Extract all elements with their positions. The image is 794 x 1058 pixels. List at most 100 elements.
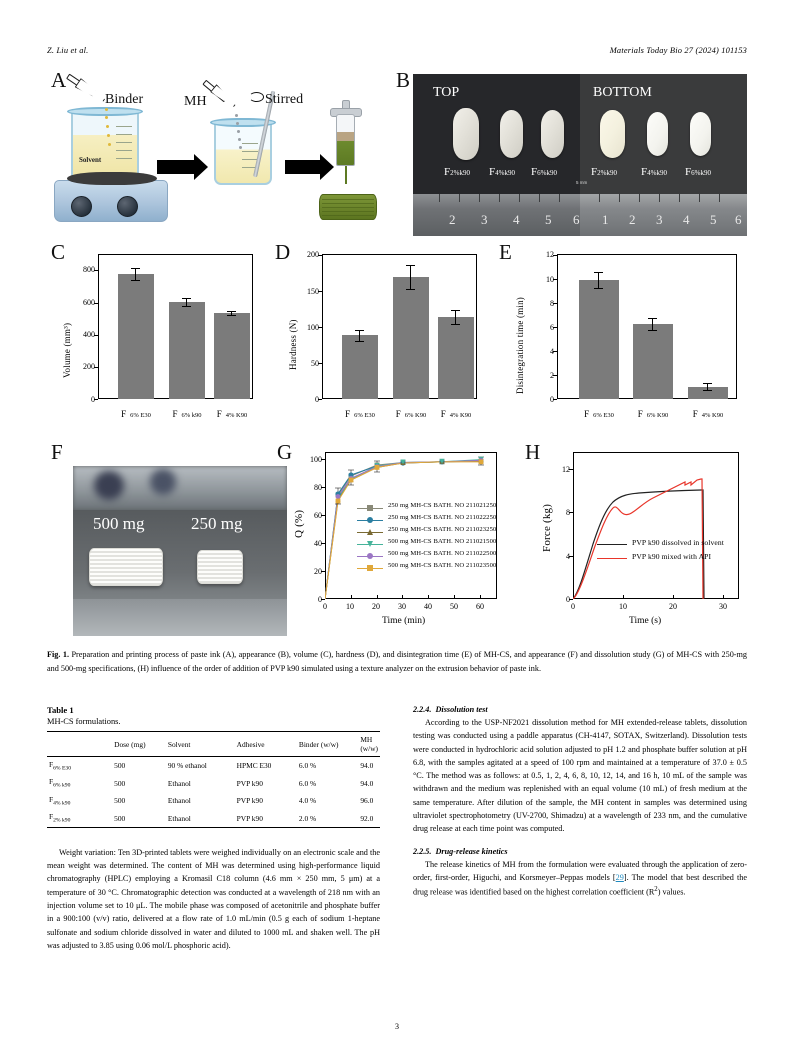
chart-c-catlabel-0: F 6% E30 bbox=[106, 404, 166, 422]
solvent-label: Solvent bbox=[79, 156, 102, 164]
section-number-224: 2.2.4. bbox=[413, 705, 432, 714]
kinetics-text-b: ]. The model that best described the dru… bbox=[413, 872, 747, 897]
table-cell-dose-1: 500 bbox=[114, 778, 126, 788]
beaker-rim-2 bbox=[210, 118, 276, 127]
paragraph-weight-variation: Weight variation: Ten 3D-printed tablets… bbox=[47, 847, 380, 950]
chart-e-cat-main-0: F bbox=[584, 409, 590, 419]
panel-letter-h: H bbox=[525, 440, 541, 464]
label-500mg: 500 mg bbox=[93, 514, 145, 533]
photo-blur-object-2 bbox=[150, 469, 176, 495]
formulation-main-0: F bbox=[49, 760, 54, 769]
chart-d-catlabel-1: F 6% K90 bbox=[381, 404, 441, 422]
chart-g-xtick-4: 40 bbox=[424, 602, 432, 611]
tablet-caption-sub-3: 6%k90 bbox=[537, 169, 557, 177]
hotplate-knob-right bbox=[117, 196, 138, 217]
chart-c-ytick-2: 400 bbox=[83, 330, 95, 339]
chart-e-catlabel-2: F 4% K90 bbox=[678, 404, 738, 422]
beaker-graduations bbox=[116, 126, 132, 166]
ruler-num-r-3: 3 bbox=[656, 212, 663, 227]
chart-e-ytick-2: 4 bbox=[550, 347, 554, 356]
citation-link-29[interactable]: 29 bbox=[615, 872, 624, 882]
chart-e-ytick-1: 2 bbox=[550, 371, 554, 380]
chart-g-xlabel: Time (min) bbox=[382, 616, 426, 626]
chart-c-bar-1 bbox=[169, 302, 205, 399]
chart-e-ytick-6: 12 bbox=[546, 250, 554, 259]
chart-c-ytick-3: 600 bbox=[83, 298, 95, 307]
tablet-caption-2: F4%k90 bbox=[489, 162, 515, 180]
ruler-num-l-2: 3 bbox=[481, 212, 488, 227]
table-cell-mh-3: 92.0 bbox=[360, 813, 374, 823]
chart-g-ytick-0: 0 bbox=[318, 595, 322, 604]
ruler-num-r-6: 6 bbox=[735, 212, 742, 227]
ruler-num-l-5: 6 bbox=[573, 212, 580, 227]
table-header-2: Solvent bbox=[165, 731, 235, 757]
table-cell-formulation-0: F6% E30 bbox=[47, 757, 112, 775]
chart-h-xtick-1: 10 bbox=[619, 602, 627, 611]
table-row: F4% k90 500 Ethanol PVP k90 4.0 % 96.0 bbox=[47, 792, 380, 809]
chart-e-cat-sub-0: 6% E30 bbox=[593, 412, 614, 419]
tablet-bottom-1 bbox=[600, 110, 625, 158]
table-1-wrapper: Dose (mg) Solvent Adhesive Binder (w/w) … bbox=[47, 731, 380, 828]
table-cell-solvent-3: Ethanol bbox=[167, 813, 191, 823]
hotplate bbox=[54, 172, 168, 222]
chart-g-ytick-1: 20 bbox=[314, 567, 322, 576]
funnel-icon-binder-b bbox=[75, 78, 108, 105]
running-head: Z. Liu et al. Materials Today Bio 27 (20… bbox=[47, 46, 747, 60]
tablet-caption-sub-5: 4%k90 bbox=[647, 169, 667, 177]
chart-h-xlabel: Time (s) bbox=[629, 616, 662, 626]
tablet-caption-6: F6%k90 bbox=[685, 162, 711, 180]
chart-h-ytick-3: 12 bbox=[562, 465, 570, 474]
chart-g-xtick-5: 50 bbox=[450, 602, 458, 611]
binder-drop-5 bbox=[108, 143, 111, 146]
chart-d-cat-sub-0: 6% E30 bbox=[354, 412, 375, 419]
legend-text-0: 250 mg MH-CS BATH. NO 211021250 bbox=[388, 502, 497, 509]
chart-c-catlabel-2: F 4% K90 bbox=[202, 404, 262, 422]
printed-tablet-250 bbox=[197, 550, 243, 584]
tablet-caption-prefix-4: F bbox=[591, 166, 598, 178]
table-1: Dose (mg) Solvent Adhesive Binder (w/w) … bbox=[47, 731, 380, 827]
tablet-caption-5: F4%k90 bbox=[641, 162, 667, 180]
chart-g-ytick-5: 100 bbox=[310, 455, 322, 464]
chart-c-cat-sub-2: 4% K90 bbox=[225, 412, 248, 419]
tablet-top-1 bbox=[453, 108, 479, 160]
stirred-label: Stirred bbox=[265, 92, 304, 107]
syringe-nozzle bbox=[345, 166, 347, 184]
legend-text-1: 250 mg MH-CS BATH. NO 211022250 bbox=[388, 514, 497, 521]
legend-text-h-1: PVP k90 mixed with API bbox=[632, 552, 712, 561]
table-header-1: Dose (mg) bbox=[112, 731, 166, 757]
panel-letter-c: C bbox=[51, 240, 66, 264]
panel-a-schematic: Solvent Binder bbox=[53, 73, 393, 234]
tablet-photo: TOP BOTTOM F2%k90 F4%k90 F6%k90 F bbox=[413, 74, 747, 236]
binder-label: Binder bbox=[105, 92, 144, 107]
tablet-caption-sub-4: 2%k90 bbox=[597, 169, 617, 177]
formulation-sub-3: 2% k90 bbox=[53, 817, 71, 824]
chart-g-ytick-4: 80 bbox=[314, 483, 322, 492]
chart-h-xtick-3: 30 bbox=[719, 602, 727, 611]
table-header-row: Dose (mg) Solvent Adhesive Binder (w/w) … bbox=[47, 731, 380, 757]
legend-marker-triangle-2 bbox=[367, 528, 373, 535]
photo-blur-object-1 bbox=[94, 471, 125, 500]
chart-e-cat-sub-2: 4% K90 bbox=[701, 412, 724, 419]
chart-d-cat-main-0: F bbox=[345, 409, 351, 419]
table-cell-mh-0: 94.0 bbox=[360, 761, 374, 771]
mh-drop-1 bbox=[235, 114, 238, 117]
chart-d-bar-0 bbox=[342, 335, 378, 399]
tablet-caption-prefix-1: F bbox=[444, 166, 451, 178]
beaker-solvent: Solvent bbox=[54, 107, 168, 222]
chart-c-volume: Volume (mm³) 0 200 400 600 800 bbox=[51, 242, 265, 432]
syringe-barrel bbox=[336, 114, 355, 166]
chart-e-cat-main-1: F bbox=[637, 409, 643, 419]
ruler-num-l-4: 5 bbox=[545, 212, 552, 227]
legend-line-h-1 bbox=[597, 557, 627, 559]
table-cell-binder-3: 2.0 % bbox=[298, 813, 317, 823]
chart-g-xtick-6: 60 bbox=[476, 602, 484, 611]
binder-drop-4 bbox=[107, 134, 110, 137]
process-arrow-1 bbox=[157, 154, 208, 180]
tablet-bottom-2 bbox=[647, 112, 668, 156]
legend-text-2: 250 mg MH-CS BATH. NO 211023250 bbox=[388, 526, 497, 533]
left-column: Table 1 MH-CS formulations. Dose (mg) So… bbox=[47, 705, 380, 952]
running-head-journal: Materials Today Bio 27 (2024) 101153 bbox=[609, 46, 747, 55]
table-cell-dose-3: 500 bbox=[114, 813, 126, 823]
table-cell-dose-0: 500 bbox=[114, 761, 126, 771]
